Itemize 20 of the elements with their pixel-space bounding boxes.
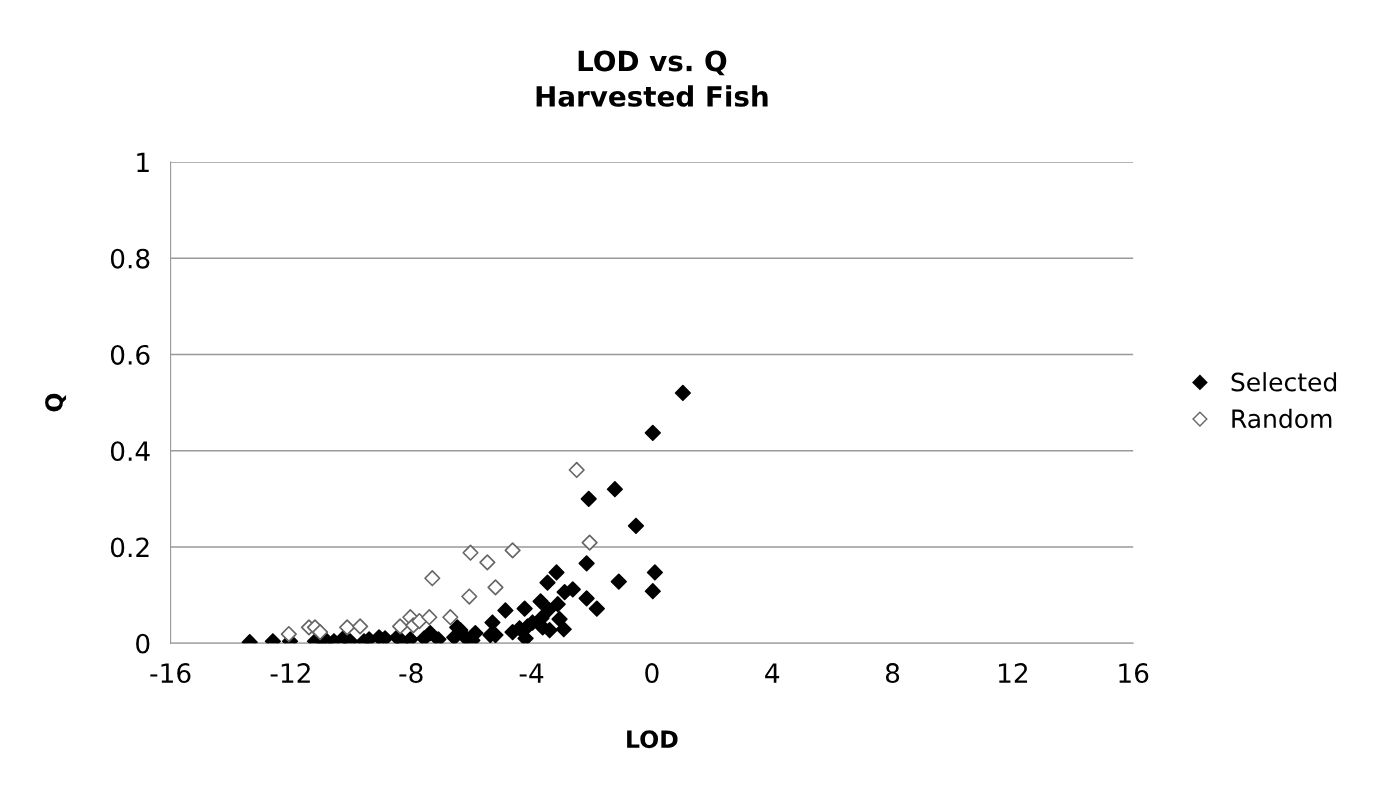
x-tick-label: 16	[1119, 663, 1149, 684]
y-axis-title: Q	[45, 393, 67, 412]
x-axis-title: LOD	[627, 730, 678, 749]
x-tick-label: -4	[519, 663, 544, 683]
x-tick-label: 12	[998, 663, 1027, 683]
x-tick-label: 8	[885, 663, 900, 684]
y-tick-label: 0.4	[110, 441, 150, 462]
x-tick-label: -16	[150, 663, 191, 684]
chart-title: LOD vs. Q Harvested Fish	[536, 50, 768, 107]
x-tick-label: -8	[399, 663, 423, 684]
y-tick-label: 0	[136, 633, 150, 654]
y-tick-label: 0.6	[110, 344, 150, 365]
x-tick-label: 0	[645, 663, 659, 684]
legend-label: Random	[1232, 408, 1332, 429]
x-tick-label: -12	[270, 663, 310, 683]
y-tick-label: 0.2	[110, 537, 149, 558]
y-tick-label: 0.8	[110, 248, 150, 269]
x-tick-label: 4	[765, 663, 780, 683]
y-tick-label: 1	[137, 152, 149, 173]
legend-label: Selected	[1231, 372, 1337, 392]
